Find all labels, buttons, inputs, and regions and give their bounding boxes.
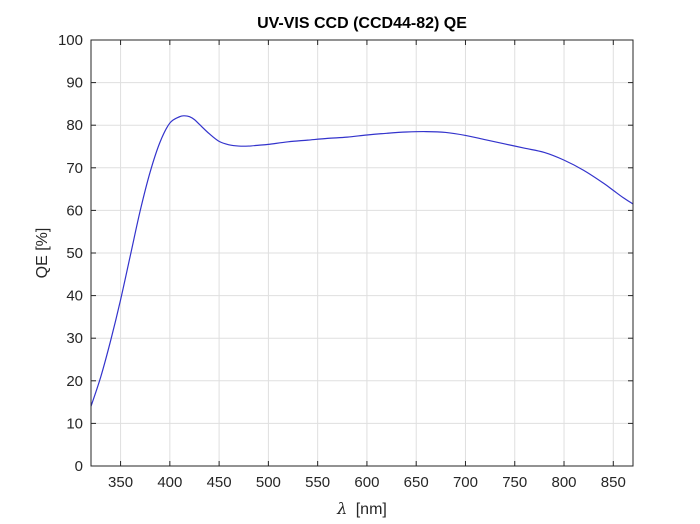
y-tick-label: 30 [66, 330, 83, 347]
y-tick-label: 10 [66, 415, 83, 432]
x-axis-label-unit: [nm] [356, 501, 387, 518]
qe-curve [90, 115, 634, 407]
x-tick-label: 850 [601, 474, 626, 491]
x-tick-label: 650 [404, 474, 429, 491]
x-axis-label: λ [nm] [336, 499, 387, 518]
x-axis-label-symbol: λ [336, 499, 347, 518]
y-tick-label: 50 [66, 245, 83, 262]
y-tick-label: 0 [75, 458, 83, 475]
y-tick-label: 100 [58, 32, 83, 49]
y-tick-label: 90 [66, 75, 83, 92]
y-tick-label: 70 [66, 160, 83, 177]
y-tick-label: 80 [66, 117, 83, 134]
series-layer [90, 115, 634, 407]
y-tick-label: 40 [66, 288, 83, 305]
x-tick-labels: 350 400 450 500 550 600 650 700 750 800 850 [108, 474, 626, 491]
y-tick-label: 20 [66, 373, 83, 390]
x-tick-label: 450 [207, 474, 232, 491]
x-tick-label: 600 [354, 474, 379, 491]
x-tick-label: 500 [256, 474, 281, 491]
x-tick-label: 350 [108, 474, 133, 491]
y-tick-label: 60 [66, 202, 83, 219]
y-axis-label: QE [%] [34, 228, 51, 279]
x-tick-label: 800 [552, 474, 577, 491]
x-tick-label: 550 [305, 474, 330, 491]
y-tick-labels: 0 10 20 30 40 50 60 70 80 90 100 [58, 32, 83, 475]
x-tick-label: 750 [502, 474, 527, 491]
chart-title: UV-VIS CCD (CCD44-82) QE [257, 15, 467, 32]
tick-marks [91, 39, 633, 467]
x-tick-label: 700 [453, 474, 478, 491]
x-tick-label: 400 [157, 474, 182, 491]
